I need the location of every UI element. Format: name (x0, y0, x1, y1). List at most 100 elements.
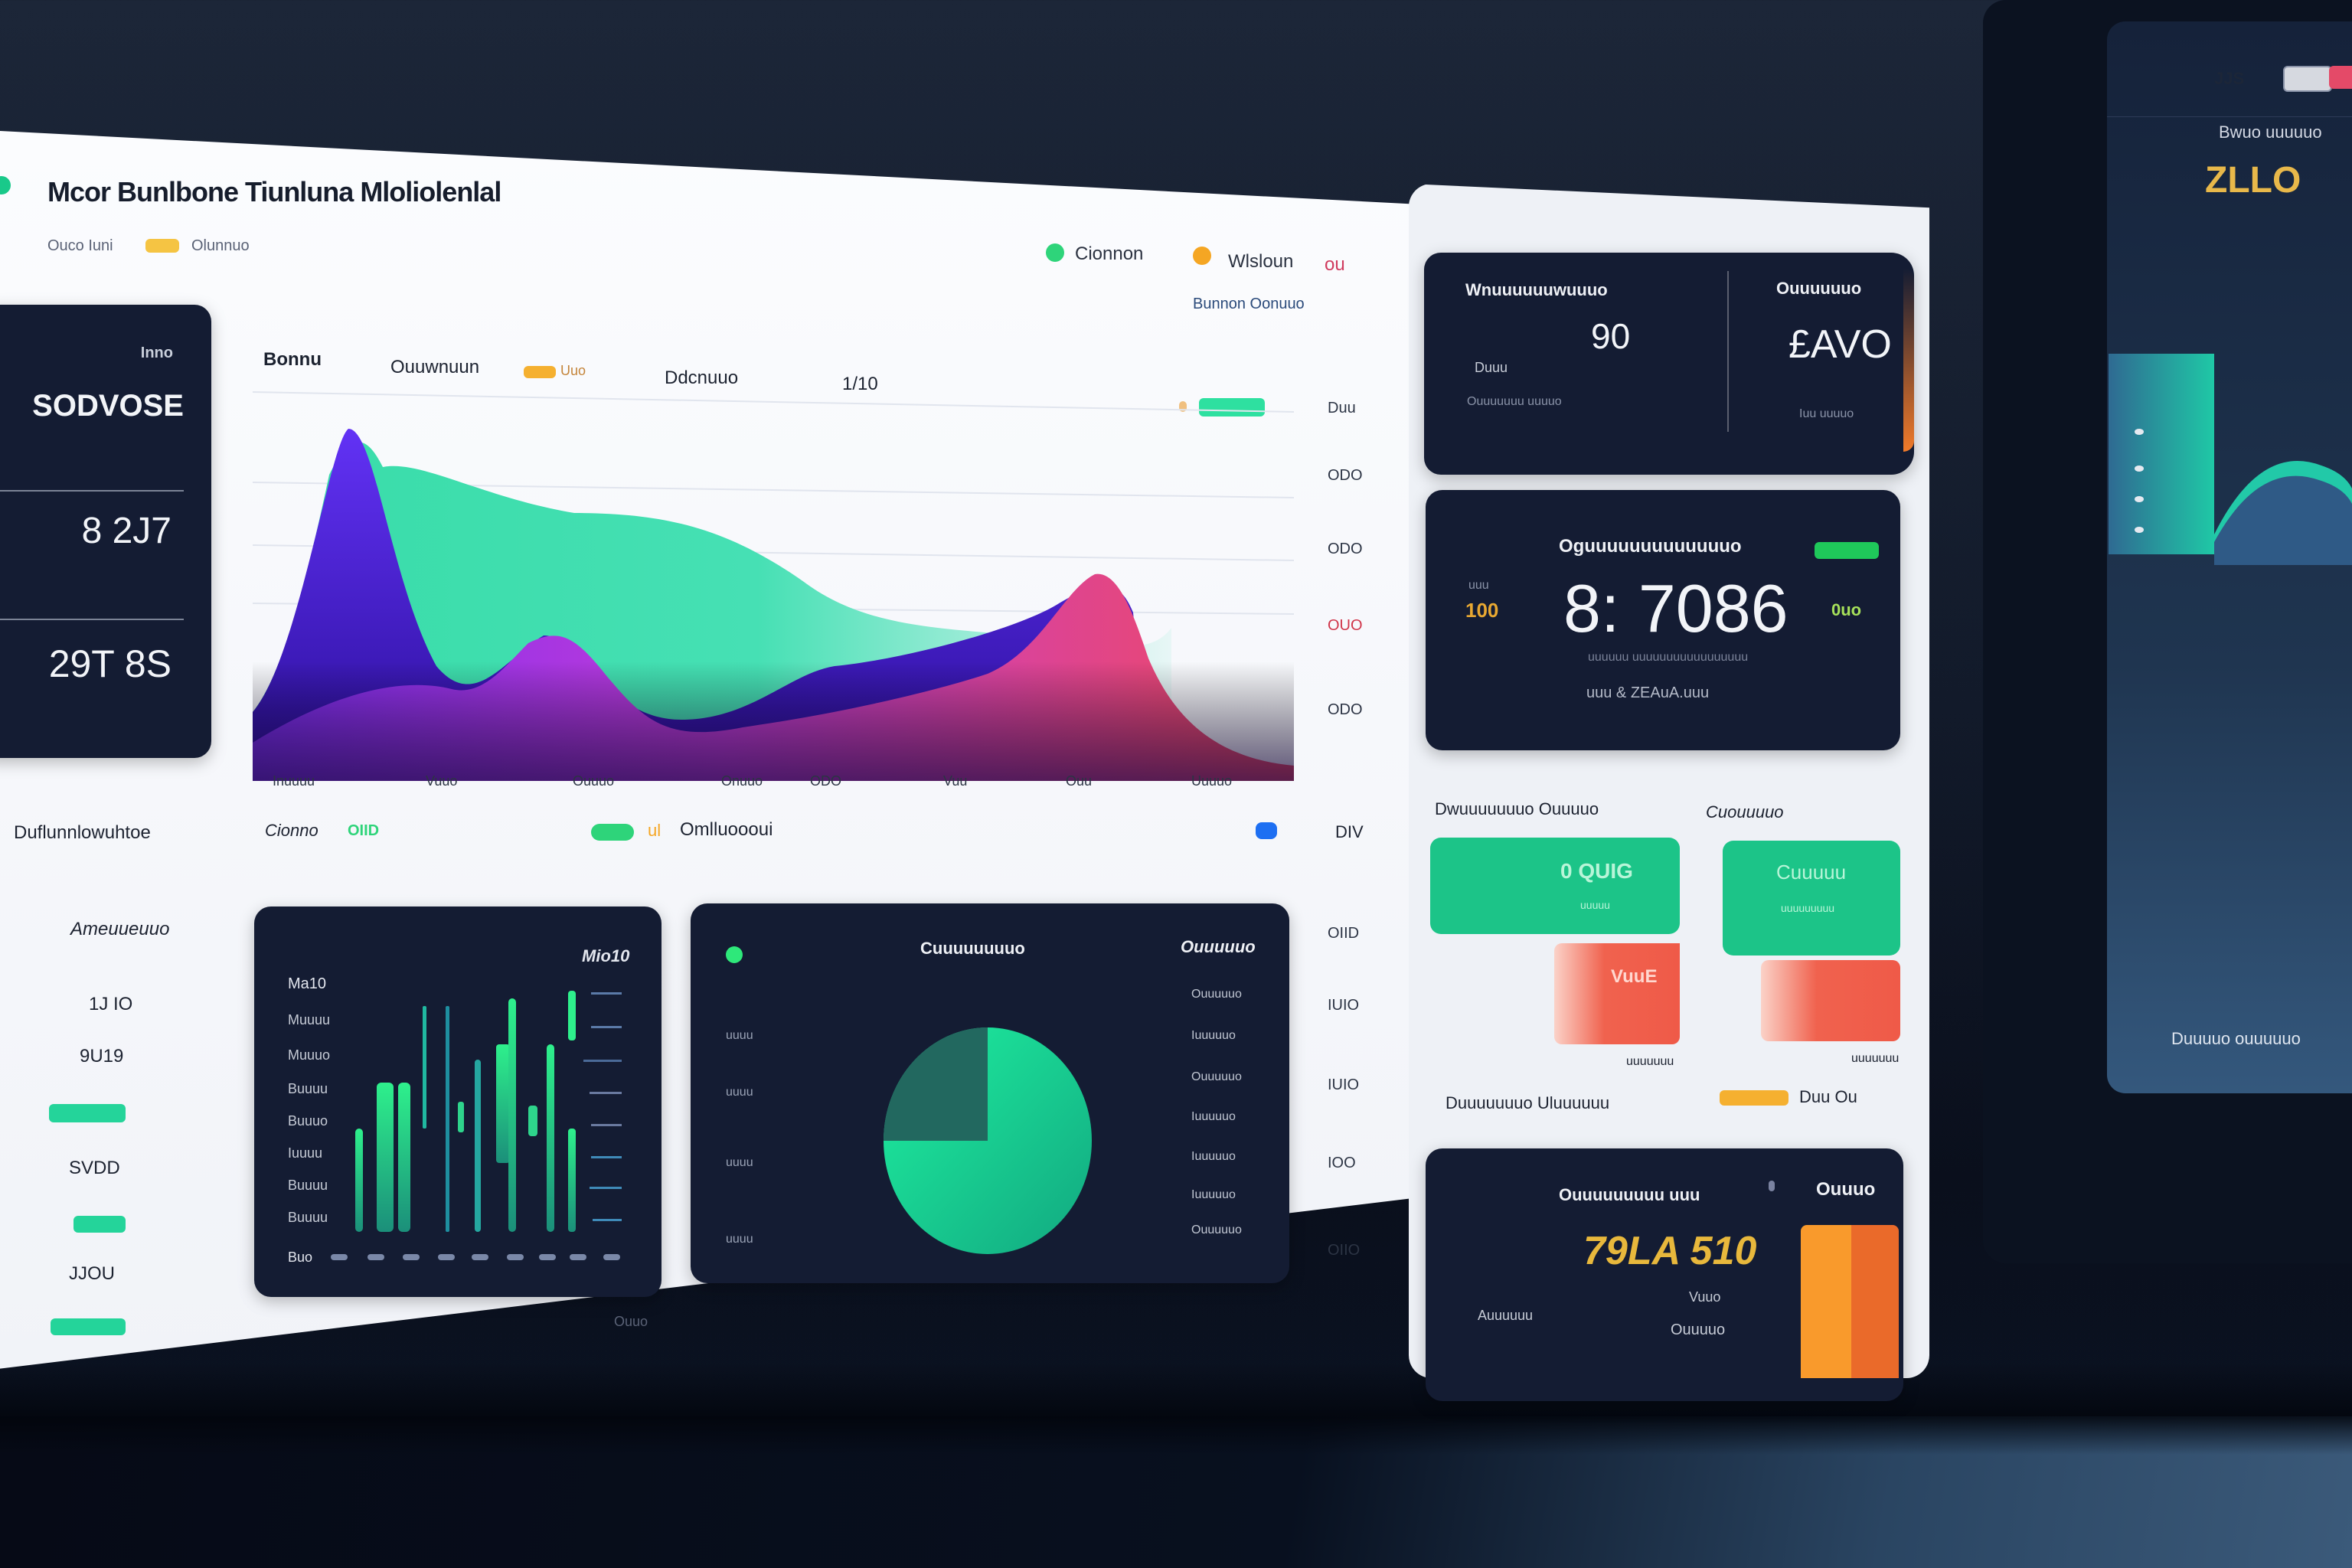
subtitle-badge (145, 239, 179, 253)
kpi-top-card[interactable]: Wnuuuuuuwuuuo 90 Duuu Ouuuuuuu uuuuo Ouu… (1424, 253, 1914, 475)
bar-chart-card[interactable]: Mio10 Ma10 Muuuu Muuuo Buuuu Buuuo Iuuuu… (254, 906, 662, 1297)
status-dot (726, 946, 743, 963)
list-item-highlight[interactable] (51, 1318, 126, 1335)
kpi-big-right-value: 0uo (1831, 600, 1862, 619)
pie-chart-card[interactable]: Cuuuuuuuuo Ouuuuuo uuuu uuuu uuuu uuuu O… (691, 903, 1289, 1283)
x-tick: ODO (810, 773, 842, 789)
kpi-top-left-sub: Duuu (1475, 360, 1508, 375)
tile-value: VuuE (1611, 966, 1658, 987)
kpi-bottom-card[interactable]: Ouuuuuuuuu uuu 79LA 510 Vuuo Auuuuuu Ouu… (1426, 1148, 1903, 1401)
kpi-big-value: 8: 7086 (1563, 570, 1788, 646)
mid-row-item-1[interactable]: Cionno (265, 821, 318, 840)
x-tick: Uuuuo (1191, 773, 1233, 789)
chart-header-badge (524, 366, 556, 378)
list-item[interactable]: 9U19 (80, 1046, 124, 1067)
tiles-foot-left: Duuuuuuuo Uluuuuuu (1446, 1093, 1610, 1112)
kpi-big-left-value: 100 (1465, 599, 1499, 622)
legend-dot-orange (1193, 247, 1211, 265)
divider (2107, 116, 2352, 117)
side-foot: Duuuuo ouuuuuo (2171, 1029, 2301, 1048)
list-item-highlight[interactable] (49, 1104, 126, 1122)
legend-dot-green (1046, 243, 1064, 262)
kpi-value-1: SODVOSE (32, 389, 184, 423)
x-tick: Vuuo (426, 773, 458, 789)
chart-header-item-2[interactable]: Ouuwnuun (390, 357, 480, 377)
kpi-top-right-title: Ouuuuuuo (1776, 279, 1862, 298)
kpi-bottom-left-foot: Auuuuuu (1478, 1308, 1534, 1323)
pie-chart[interactable] (873, 1018, 1102, 1263)
kpi-value-2: 8 2J7 (81, 511, 172, 551)
left-kpi-card[interactable]: Inno SODVOSE 8 2J7 29T 8S (0, 305, 211, 758)
y-tick: ODO (1328, 467, 1363, 484)
kpi-value-3: 29T 8S (48, 642, 172, 685)
red-tile-left[interactable]: VuuE (1554, 943, 1680, 1044)
kpi-big-line-1: uuuuuu uuuuuuuuuuuuuuuuu (1588, 651, 1749, 664)
orange-bar-1 (1801, 1225, 1853, 1378)
status-dot (0, 176, 11, 194)
accent-edge (1903, 268, 1914, 452)
side-badge (2283, 66, 2332, 92)
x-tick: Ouu (1066, 773, 1093, 789)
info-toggle[interactable] (1256, 822, 1277, 839)
kpi-bottom-sub-2: Ouuuuo (1671, 1321, 1726, 1338)
y-tick: Duu (1328, 400, 1356, 416)
main-area-chart[interactable] (253, 383, 1294, 781)
green-tile-right[interactable]: Cuuuuu uuuuuuuuu (1723, 841, 1900, 956)
section-label: Duflunnlowuhtoe (14, 822, 151, 843)
kpi-big-badge (1815, 542, 1879, 559)
kpi-bottom-value: 79LA 510 (1583, 1229, 1757, 1273)
green-tile-left[interactable]: 0 QUIG uuuuu (1430, 838, 1680, 934)
kpi-bottom-sub-1: Vuuo (1689, 1289, 1721, 1305)
tiles-left-title: Dwuuuuuuuo Ouuuuo (1435, 799, 1599, 818)
kpi-big-card[interactable]: Oguuuuuuuuuuuuuo uuu 100 8: 7086 0uo uuu… (1426, 490, 1900, 750)
mid-row-item-3[interactable]: DIV (1335, 822, 1364, 841)
x-tick: Onuuo (721, 773, 763, 789)
pie-card-title: Cuuuuuuuuo (920, 939, 1025, 958)
side-value: ZLLO (2205, 160, 2301, 201)
legend-label-2[interactable]: Wlsloun (1228, 251, 1294, 272)
legend-suffix: ou (1325, 254, 1345, 275)
side-badge-label: JJS (2214, 69, 2245, 88)
bar-chart[interactable] (346, 975, 576, 1236)
bar-card-title: Mio10 (582, 946, 630, 965)
side-bar (2109, 354, 2214, 554)
subtitle-right: Olunnuo (191, 237, 250, 254)
tiles-foot-badge (1720, 1090, 1788, 1106)
divider (0, 490, 184, 492)
list-item[interactable]: SVDD (69, 1158, 120, 1178)
mid-row-badge-2: ul (648, 821, 662, 840)
tile-value: 0 QUIG (1560, 859, 1633, 883)
kpi-bottom-right-title: Ouuuo (1816, 1179, 1876, 1200)
y-tick-highlight: OUO (1328, 617, 1363, 634)
marker (1769, 1181, 1775, 1191)
legend-label-1[interactable]: Cionnon (1075, 243, 1144, 264)
red-tile-right[interactable] (1761, 960, 1900, 1041)
tiles-foot-right: Duu Ou (1799, 1087, 1857, 1106)
tiles-right-title: Cuouuuuo (1706, 802, 1784, 822)
divider (0, 619, 184, 620)
y-tick: ODO (1328, 701, 1363, 718)
x-tick: Inuuuu (273, 773, 315, 789)
list-item[interactable]: 1J IO (89, 994, 133, 1014)
mid-row-toggle[interactable] (591, 824, 634, 841)
pie-card-title-right: Ouuuuuo (1181, 937, 1256, 956)
page-title: Mcor Bunlbone Tiunluna Mloliolenlal (47, 176, 501, 207)
chart-header-item-3: Uuo (560, 363, 586, 378)
subtitle-left: Ouco Iuni (47, 237, 113, 254)
pie-bottom-label: Ouuo (614, 1314, 648, 1329)
list-item[interactable]: JJOU (69, 1263, 115, 1284)
kpi-top-right-value: £AVO (1788, 322, 1892, 367)
chart-header-item-1[interactable]: Bonnu (263, 349, 322, 370)
side-badge-accent (2329, 66, 2352, 89)
kpi-big-line-2: uuu & ZEAuA.uuu (1586, 684, 1710, 701)
tile-sub: uuuuu (1580, 899, 1610, 911)
x-tick: Vuu (943, 773, 968, 789)
kpi-card-label: Inno (140, 345, 173, 361)
side-area-chart (2214, 461, 2352, 565)
list-item-highlight[interactable] (74, 1216, 126, 1233)
secondary-dashboard-panel: JJS Bwuo uuuuuo ZLLO AIA Duuuuo ouuuuuo (2107, 21, 2352, 1093)
tile-value: Cuuuuu (1776, 861, 1847, 884)
side-label: Bwuo uuuuuo (2219, 122, 2322, 142)
mid-row-item-2[interactable]: Omlluoooui (680, 819, 773, 840)
kpi-top-left-foot: Ouuuuuuu uuuuo (1467, 395, 1562, 408)
